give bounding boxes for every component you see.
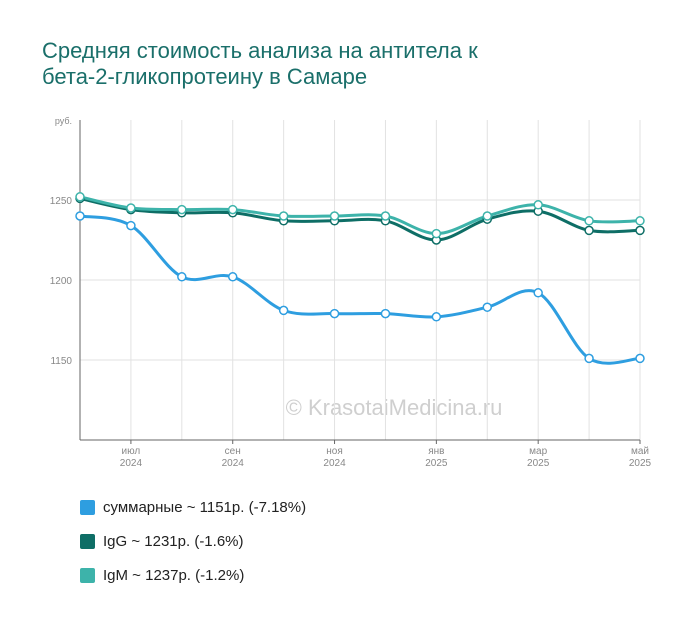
x-tick-label-year: 2025 xyxy=(629,458,652,469)
chart-title: Средняя стоимость анализа на антитела к … xyxy=(42,38,602,90)
data-point-series-1 xyxy=(635,225,645,236)
data-point-series-0 xyxy=(278,305,289,316)
y-tick-label: 1200 xyxy=(50,276,73,287)
x-tick-label-month: май xyxy=(631,446,649,457)
data-point-series-0 xyxy=(75,211,85,221)
legend-label-total: суммарные ~ 1151р. (-7.18%) xyxy=(103,498,307,516)
legend-label-igg: IgG ~ 1231р. (-1.6%) xyxy=(103,532,244,550)
legend-item-igg[interactable]: IgG ~ 1231р. (-1.6%) xyxy=(80,524,306,558)
watermark-text: © KrasotaiMedicina.ru xyxy=(285,395,503,420)
chart-title-line-2: бета-2-гликопротеину в Самаре xyxy=(42,64,368,89)
x-tick-label-year: 2024 xyxy=(120,458,143,469)
data-point-series-2 xyxy=(482,211,493,221)
data-point-series-2 xyxy=(584,216,594,226)
x-tick-label-month: июл xyxy=(122,446,141,457)
data-point-series-2 xyxy=(177,204,187,215)
legend-item-igm[interactable]: IgM ~ 1237р. (-1.2%) xyxy=(80,558,306,592)
data-point-series-2 xyxy=(278,211,289,221)
data-point-series-0 xyxy=(431,312,442,322)
x-tick-label-year: 2024 xyxy=(222,458,245,469)
data-point-series-0 xyxy=(380,308,391,319)
data-point-series-2 xyxy=(431,228,442,239)
legend: суммарные ~ 1151р. (-7.18%) IgG ~ 1231р.… xyxy=(80,490,306,592)
x-tick-label-year: 2025 xyxy=(425,458,448,469)
legend-swatch-total xyxy=(80,499,95,515)
data-point-series-2 xyxy=(75,192,85,202)
watermark: © KrasotaiMedicina.ru xyxy=(0,395,700,421)
data-point-series-0 xyxy=(227,272,238,282)
x-tick-label-month: сен xyxy=(225,446,241,457)
chart-title-line-1: Средняя стоимость анализа на антитела к xyxy=(42,38,478,63)
data-point-series-0 xyxy=(329,308,340,319)
x-tick-label-month: ноя xyxy=(326,446,343,457)
data-point-series-0 xyxy=(584,353,594,364)
series-line-0 xyxy=(78,214,642,365)
x-tick-label-year: 2025 xyxy=(527,458,550,469)
data-point-series-0 xyxy=(482,302,493,312)
data-point-series-0 xyxy=(126,220,136,231)
data-point-series-0 xyxy=(177,272,187,282)
series-line-1 xyxy=(78,196,642,242)
legend-swatch-igm xyxy=(80,567,95,583)
data-point-series-0 xyxy=(635,353,645,364)
x-tick-label-month: мар xyxy=(529,446,547,457)
legend-label-igm: IgM ~ 1237р. (-1.2%) xyxy=(103,566,245,584)
data-point-series-2 xyxy=(635,216,645,226)
data-point-series-2 xyxy=(227,204,238,215)
data-point-series-0 xyxy=(533,288,543,298)
y-tick-label: 1150 xyxy=(50,356,72,367)
data-point-series-2 xyxy=(126,203,136,213)
x-tick-label-year: 2024 xyxy=(323,458,346,469)
x-tick-label-month: янв xyxy=(428,446,444,457)
y-tick-label: 1250 xyxy=(50,196,73,207)
legend-swatch-igg xyxy=(80,533,95,549)
y-axis-unit: руб. xyxy=(55,116,72,126)
data-point-series-2 xyxy=(533,200,543,210)
data-point-series-1 xyxy=(584,225,594,236)
legend-item-total[interactable]: суммарные ~ 1151р. (-7.18%) xyxy=(80,490,306,524)
data-point-series-2 xyxy=(380,211,391,221)
data-point-series-2 xyxy=(329,211,340,221)
